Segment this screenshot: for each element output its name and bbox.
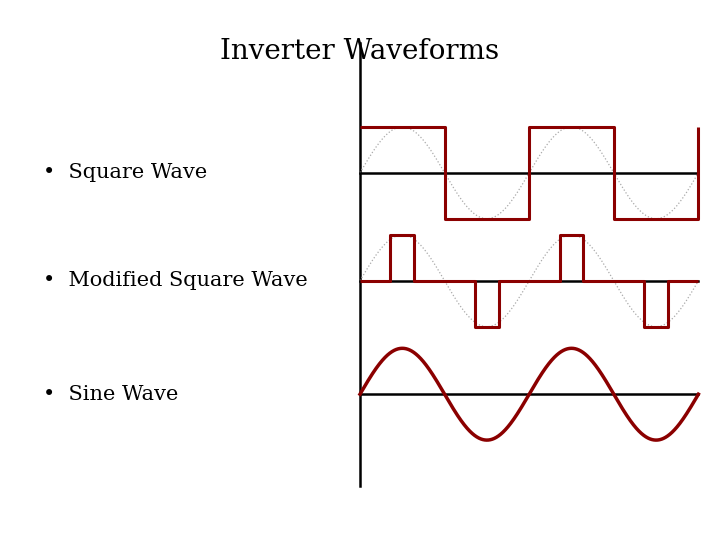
Text: •  Modified Square Wave: • Modified Square Wave: [43, 271, 308, 291]
Text: •  Square Wave: • Square Wave: [43, 163, 207, 183]
Text: •  Sine Wave: • Sine Wave: [43, 384, 179, 404]
Text: Inverter Waveforms: Inverter Waveforms: [220, 38, 500, 65]
